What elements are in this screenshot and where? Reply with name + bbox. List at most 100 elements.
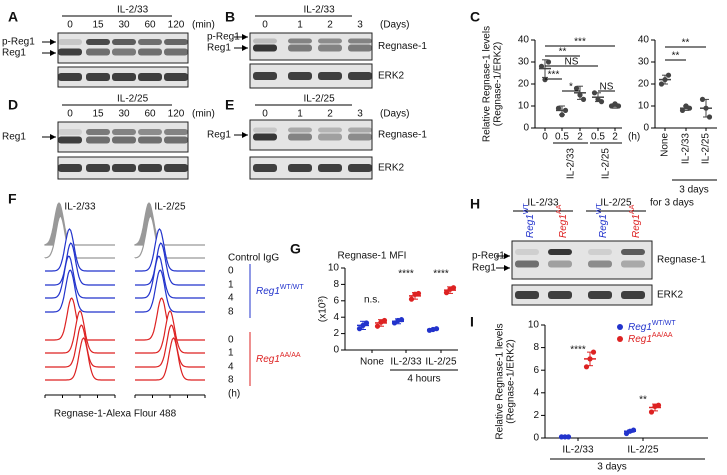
- y-tick-label: 20: [518, 79, 530, 90]
- lane-label: 0: [262, 20, 268, 31]
- group-label: 3 days: [679, 185, 708, 196]
- lane-label: 15: [92, 20, 104, 31]
- protein-label: ERK2: [378, 71, 405, 82]
- y-tick-label: 8: [533, 342, 539, 353]
- gene-name: Reg1: [525, 214, 536, 238]
- lane-label: 60: [144, 20, 156, 31]
- data-point: [590, 349, 597, 355]
- blot-band: [348, 133, 372, 141]
- data-point: [686, 105, 693, 111]
- data-point: [555, 105, 562, 111]
- significance-label: *: [569, 82, 573, 93]
- blot-band: [164, 48, 188, 56]
- arrow-head: [242, 132, 248, 138]
- genotype-label: Reg1AA/AA: [256, 352, 301, 364]
- blot-band: [112, 48, 136, 56]
- blot-band: [318, 72, 342, 80]
- significance-label: **: [559, 47, 567, 58]
- blot-band: [548, 249, 572, 255]
- significance-label: n.s.: [364, 295, 380, 306]
- significance-label: ***: [548, 70, 560, 81]
- gene-superscript: WT: [596, 202, 603, 214]
- significance-label: NS: [600, 82, 614, 93]
- band-label: Reg1: [207, 130, 231, 141]
- blot-band: [348, 44, 372, 52]
- treatment-label: IL-2/33: [304, 5, 336, 16]
- x-tick-label: IL-2/25: [627, 445, 659, 456]
- y-tick-label: 8: [333, 279, 339, 290]
- arrow-head: [504, 253, 510, 259]
- blot-band: [348, 127, 372, 133]
- blot-band: [318, 38, 342, 44]
- blot-band: [253, 44, 277, 52]
- legend-marker: [617, 336, 623, 342]
- gene-superscript: AA: [629, 204, 636, 214]
- genotype-label: Reg1WT/WT: [256, 284, 304, 296]
- y-tick-label: 0: [333, 345, 339, 356]
- gene-superscript: AA: [556, 204, 563, 214]
- blot-band: [318, 164, 342, 172]
- time-label: 1: [228, 280, 234, 291]
- lane-label: 1: [297, 109, 303, 120]
- blot-band: [253, 38, 277, 44]
- panel-letter: F: [8, 191, 17, 207]
- lane-label: 120: [168, 20, 185, 31]
- blot-band: [58, 136, 82, 144]
- data-point: [662, 77, 668, 83]
- legend-marker: [617, 324, 623, 330]
- y-tick-label: 10: [528, 320, 540, 331]
- arrow-head: [504, 265, 510, 271]
- lane-label: 2: [327, 20, 333, 31]
- blot-band: [164, 73, 188, 81]
- gene-superscript: AA/AA: [652, 332, 673, 339]
- time-label: 0: [228, 266, 234, 277]
- blot-band: [253, 133, 277, 141]
- data-point: [630, 427, 637, 433]
- blot-band: [112, 164, 136, 172]
- x-tick-label: IL-2/25: [425, 357, 457, 368]
- blot-membrane: [511, 240, 653, 280]
- panel-letter: G: [290, 241, 301, 257]
- data-point: [591, 90, 598, 96]
- lane-label: 15: [92, 109, 104, 120]
- y-axis-label: (Regnase-1/ERK2): [493, 42, 504, 126]
- significance-label: NS: [565, 57, 579, 68]
- histogram-title: IL-2/25: [154, 202, 186, 213]
- treatment-label: IL-2/25: [304, 94, 336, 105]
- gene-name: Reg1: [628, 322, 652, 333]
- time-unit: (h): [228, 389, 240, 400]
- y-tick-label: 10: [638, 101, 650, 112]
- histogram-trace: [135, 228, 205, 272]
- blot-band: [621, 291, 645, 299]
- y-tick-label: 30: [518, 57, 530, 68]
- blot-band: [588, 249, 612, 255]
- blot-membrane: [57, 32, 189, 64]
- data-point: [580, 96, 587, 102]
- histogram-trace: [134, 215, 205, 259]
- lane-label: 3: [357, 20, 363, 31]
- gene-name: Reg1: [256, 286, 280, 297]
- y-axis-label: Relative Regnase-1 levels: [495, 323, 506, 439]
- blot-band: [318, 44, 342, 52]
- blot-band: [138, 39, 162, 45]
- group-label: IL-2/33: [566, 148, 577, 180]
- y-tick-label: 4: [533, 387, 539, 398]
- histogram-trace: [135, 255, 205, 299]
- gene-superscript: WT/WT: [652, 320, 676, 327]
- data-point: [562, 107, 569, 113]
- blot-band: [318, 127, 342, 133]
- lane-label: Reg1WT: [523, 202, 535, 238]
- x-tick-label: 2: [612, 132, 618, 143]
- lane-label: 0: [262, 109, 268, 120]
- blot-band: [288, 38, 312, 44]
- data-point: [356, 326, 363, 332]
- histogram-trace: [45, 242, 115, 286]
- histogram-trace: [135, 269, 205, 313]
- time-label: 0: [228, 335, 234, 346]
- gene-name: Reg1: [256, 354, 280, 365]
- histogram-trace: [45, 228, 115, 272]
- treatment-label: IL-2/25: [600, 198, 632, 209]
- x-unit: (h): [628, 132, 640, 143]
- data-point: [706, 114, 713, 120]
